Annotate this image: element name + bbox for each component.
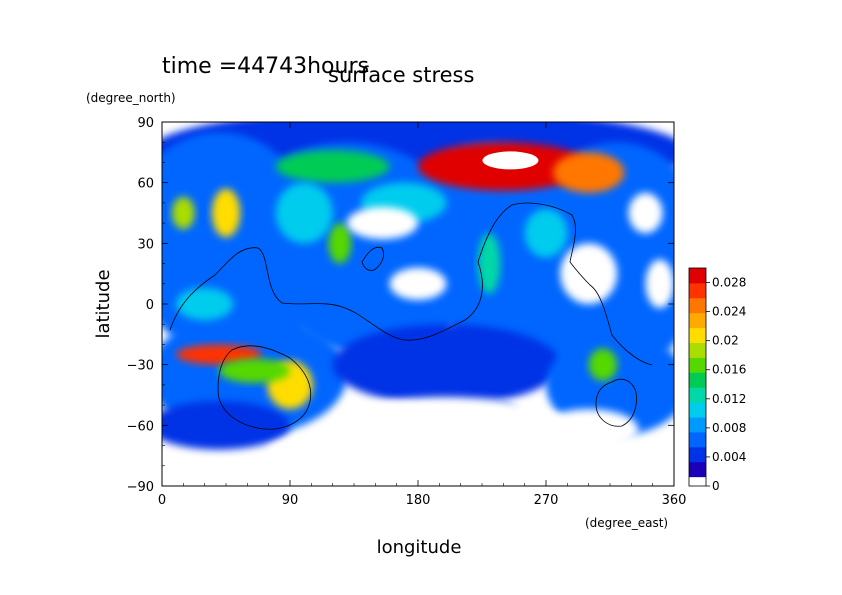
colorbar-segment <box>689 268 706 284</box>
stress-cell <box>176 287 234 321</box>
stress-contour-fill <box>162 122 674 486</box>
calm-region <box>346 206 419 240</box>
y-axis-label: latitude <box>93 269 114 338</box>
colorbar-segment <box>689 372 706 388</box>
coastline-southeast-continent <box>595 378 637 427</box>
colorbar-segment <box>689 357 706 373</box>
coastline-west-continent <box>169 202 653 366</box>
calm-region <box>268 437 397 462</box>
stress-cell <box>162 401 290 450</box>
calm-region <box>538 409 639 450</box>
stress-cell <box>588 348 618 381</box>
colorbar-segment <box>689 387 706 403</box>
x-tick-label: 360 <box>662 493 687 508</box>
colorbar-segment <box>689 402 706 418</box>
stress-cell <box>275 150 390 183</box>
colorbar-tick-label: 0.016 <box>712 363 746 377</box>
axes: 0 90 180 270 360 90 60 30 0 −30 −60 −90 <box>127 116 687 508</box>
x-unit-label: (degree_east) <box>585 516 668 530</box>
y-tick-label: 90 <box>137 116 154 131</box>
x-tick-label: 90 <box>282 493 299 508</box>
colorbar-tick-label: 0 <box>712 479 720 493</box>
calm-region <box>332 397 561 454</box>
coastline-small-island <box>361 246 384 271</box>
colorbar-segment <box>689 282 706 299</box>
calm-region <box>628 192 663 234</box>
stress-cell <box>328 223 352 264</box>
colorbar: 0.028 0.024 0.02 0.016 0.012 0.008 0.004 0 <box>688 267 746 493</box>
y-unit-label: (degree_north) <box>86 91 176 105</box>
calm-region <box>389 267 447 300</box>
colorbar-tick-label: 0.004 <box>712 450 746 464</box>
stress-cell <box>171 196 195 230</box>
y-tick-label: −30 <box>127 359 154 374</box>
stress-cell <box>332 324 561 406</box>
colorbar-tick-label: 0.02 <box>712 334 739 348</box>
y-tick-label: −90 <box>127 480 154 495</box>
colorbar-segment <box>689 461 706 478</box>
colorbar-segment <box>689 417 706 433</box>
colorbar-segment <box>689 431 706 448</box>
coastlines <box>169 202 653 430</box>
chart-title: surface stress <box>328 63 474 87</box>
colorbar-segment <box>689 327 706 344</box>
coastline-southwest-continent <box>217 345 312 430</box>
colorbar-segment <box>689 312 706 329</box>
polar-max-core <box>482 151 539 170</box>
colorbar-segment <box>689 297 706 314</box>
x-axis-label: longitude <box>377 537 462 558</box>
colorbar-segment <box>689 446 706 463</box>
time-label: time =44743hours <box>162 54 369 79</box>
y-tick-label: 60 <box>137 177 154 192</box>
y-tick-label: 0 <box>146 298 154 313</box>
y-tick-label: −60 <box>127 419 154 434</box>
calm-region <box>560 243 618 304</box>
x-tick-label: 180 <box>406 493 431 508</box>
stress-cell <box>553 152 625 193</box>
colorbar-frame <box>688 267 707 487</box>
stress-cell <box>218 358 290 383</box>
colorbar-tick-label: 0.008 <box>712 421 746 435</box>
colorbar-segment <box>689 342 706 358</box>
stress-cell <box>176 344 262 365</box>
x-tick-label: 270 <box>534 493 559 508</box>
colorbar-tick-label: 0.028 <box>712 276 746 290</box>
colorbar-tick-label: 0.012 <box>712 392 746 406</box>
stress-cell <box>211 188 241 238</box>
colorbar-tick-label: 0.024 <box>712 305 746 319</box>
stress-field <box>162 122 674 486</box>
stress-cell <box>477 233 501 294</box>
calm-region <box>645 259 674 309</box>
x-tick-label: 0 <box>158 493 166 508</box>
stress-cell <box>524 208 568 258</box>
colorbar-segment <box>689 476 706 486</box>
stress-cell <box>275 182 333 244</box>
y-tick-label: 30 <box>137 237 154 252</box>
